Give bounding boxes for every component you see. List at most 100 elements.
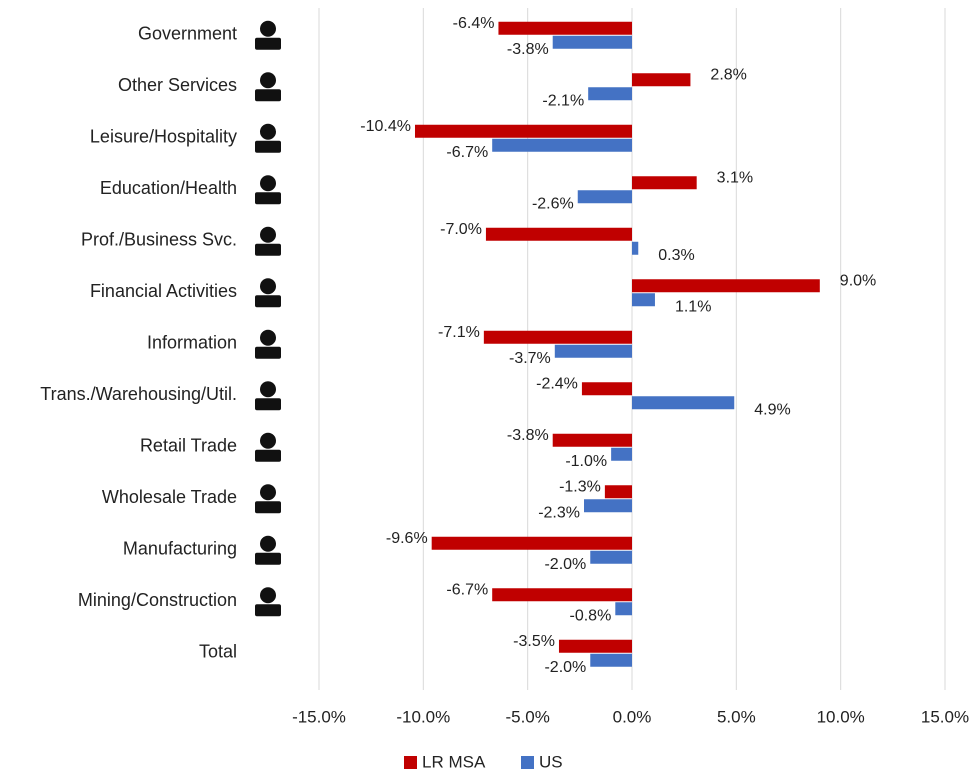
bar [615,602,632,616]
value-label: -3.5% [513,633,555,650]
bar [632,396,735,410]
bar [632,279,820,293]
value-label: 2.8% [710,66,746,83]
category-label: Information [147,333,237,353]
icon-shape [260,175,276,192]
bar [492,138,632,152]
category-label: Wholesale Trade [102,487,237,507]
value-label: -6.7% [446,581,488,598]
icon-shape [260,432,276,449]
category-icon [255,432,281,462]
value-label: -2.6% [532,195,574,212]
bar [492,588,632,602]
x-tick-label: -15.0% [292,707,346,726]
icon-shape [255,501,281,514]
icon-shape [260,535,276,552]
category-label: Other Services [118,75,237,95]
category-label: Total [199,642,237,662]
category-label: Prof./Business Svc. [81,230,237,250]
value-label: -1.0% [565,453,607,470]
value-label: 0.3% [658,247,694,264]
bar [498,21,632,35]
bar [604,485,632,499]
bar [632,73,691,87]
value-label: -3.7% [509,350,551,367]
value-label: -3.8% [507,41,549,58]
bar [588,87,632,101]
x-tick-label: -10.0% [396,707,450,726]
category-icon [255,226,281,256]
category-label: Manufacturing [123,539,237,559]
icon-shape [260,484,276,501]
icon-shape [260,278,276,295]
value-label: 9.0% [840,272,876,289]
category-icon [255,329,281,359]
value-label: -7.0% [440,221,482,238]
value-label: -10.4% [360,118,411,135]
icon-shape [255,37,281,50]
icon-shape [260,226,276,243]
category-label: Trans./Warehousing/Util. [40,384,237,404]
value-label: -1.3% [559,478,601,495]
icon-shape [255,243,281,256]
x-tick-label: 0.0% [613,707,652,726]
bar [632,176,697,190]
legend-swatch [404,756,417,769]
legend-label: LR MSA [422,752,486,771]
x-tick-label: 5.0% [717,707,756,726]
value-label: -2.3% [538,504,580,521]
bar [485,227,632,241]
icon-shape [255,192,281,205]
legend-label: US [539,752,563,771]
bar [431,536,632,550]
bar [554,344,632,358]
icon-shape [255,449,281,462]
icon-shape [255,140,281,153]
value-label: -2.4% [536,375,578,392]
value-label: -2.0% [544,556,586,573]
bar [581,382,632,396]
value-label: -2.1% [542,92,584,109]
bar [611,447,632,461]
legend-swatch [521,756,534,769]
bar [558,639,632,653]
bar [584,499,632,513]
category-icon [255,175,281,205]
icon-shape [255,89,281,102]
category-icon [255,278,281,308]
icon-shape [260,587,276,604]
value-label: -9.6% [386,530,428,547]
value-label: 1.1% [675,298,711,315]
value-label: -6.7% [446,144,488,161]
category-label: Mining/Construction [78,590,237,610]
bar [590,653,632,667]
category-icon [255,20,281,50]
x-tick-label: -5.0% [505,707,549,726]
value-label: -7.1% [438,324,480,341]
category-icon [255,381,281,411]
category-icon [255,484,281,514]
icon-shape [260,329,276,346]
bar [483,330,632,344]
x-tick-label: 15.0% [921,707,969,726]
bar [552,433,632,447]
icon-shape [260,72,276,89]
category-icon [255,535,281,565]
value-label: 4.9% [754,401,790,418]
bar [577,190,632,204]
bar [632,241,639,255]
category-icon [255,587,281,617]
value-label: -2.0% [544,659,586,676]
bar [414,124,632,138]
bar [552,35,632,49]
bar [590,550,632,564]
bar [632,293,655,307]
icon-shape [255,604,281,617]
value-label: 3.1% [717,169,753,186]
value-label: -0.8% [570,607,612,624]
value-label: -6.4% [453,15,495,32]
icon-shape [260,381,276,398]
icon-shape [255,552,281,565]
category-icon [255,72,281,102]
